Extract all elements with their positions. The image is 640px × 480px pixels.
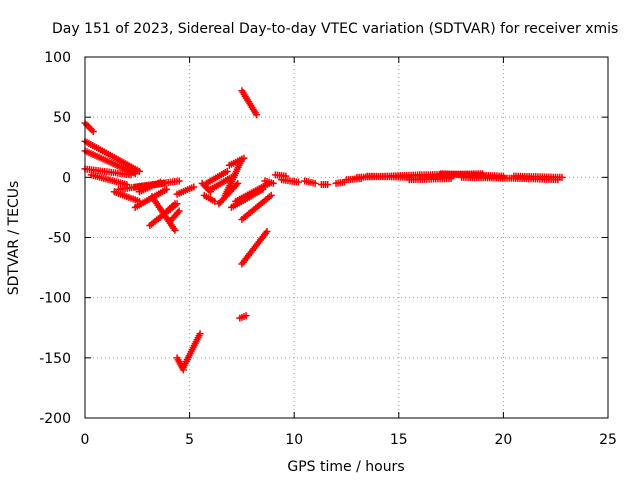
y-tick-label: -200 bbox=[39, 411, 71, 427]
data-point bbox=[558, 173, 566, 181]
data-point bbox=[242, 312, 250, 320]
y-tick-labels: -200 -150 -100 -50 0 50 100 bbox=[39, 50, 71, 427]
data-point bbox=[294, 178, 302, 186]
data-point bbox=[171, 200, 179, 208]
data-point bbox=[156, 178, 164, 186]
x-tick-label: 5 bbox=[185, 432, 194, 448]
data-point bbox=[163, 185, 171, 193]
data-point bbox=[554, 176, 562, 184]
data-point bbox=[127, 171, 135, 179]
axis-ticks bbox=[84, 56, 609, 419]
y-tick-label: -100 bbox=[39, 291, 71, 307]
chart-title: Day 151 of 2023, Sidereal Day-to-day VTE… bbox=[52, 21, 618, 37]
data-point bbox=[175, 207, 183, 215]
data-point bbox=[190, 183, 198, 191]
x-tick-label: 0 bbox=[81, 432, 90, 448]
data-point bbox=[89, 128, 97, 136]
data-point bbox=[175, 177, 183, 185]
x-tick-label: 20 bbox=[494, 432, 512, 448]
data-point bbox=[269, 179, 277, 187]
data-point bbox=[131, 170, 139, 178]
data-point bbox=[324, 181, 332, 189]
y-tick-label: -50 bbox=[48, 231, 71, 247]
y-tick-label: 100 bbox=[44, 50, 71, 66]
data-point bbox=[253, 111, 261, 119]
data-point bbox=[234, 179, 242, 187]
data-point bbox=[267, 191, 275, 199]
x-axis-label: GPS time / hours bbox=[287, 459, 404, 475]
data-points bbox=[81, 87, 566, 374]
data-point bbox=[311, 179, 319, 187]
data-point bbox=[223, 167, 231, 175]
data-point bbox=[211, 197, 219, 205]
y-tick-label: 0 bbox=[62, 170, 71, 186]
y-tick-label: -150 bbox=[39, 351, 71, 367]
x-tick-label: 15 bbox=[390, 432, 408, 448]
data-point bbox=[232, 181, 240, 189]
x-tick-label: 10 bbox=[285, 432, 303, 448]
y-axis-label: SDTVAR / TECUs bbox=[6, 181, 22, 296]
x-tick-label: 25 bbox=[599, 432, 617, 448]
data-point bbox=[240, 154, 248, 162]
data-point bbox=[196, 330, 204, 338]
data-point bbox=[135, 167, 143, 175]
data-point bbox=[171, 226, 179, 234]
y-tick-label: 50 bbox=[53, 110, 71, 126]
x-tick-labels: 0 5 10 15 20 25 bbox=[81, 432, 617, 448]
data-point bbox=[263, 227, 271, 235]
